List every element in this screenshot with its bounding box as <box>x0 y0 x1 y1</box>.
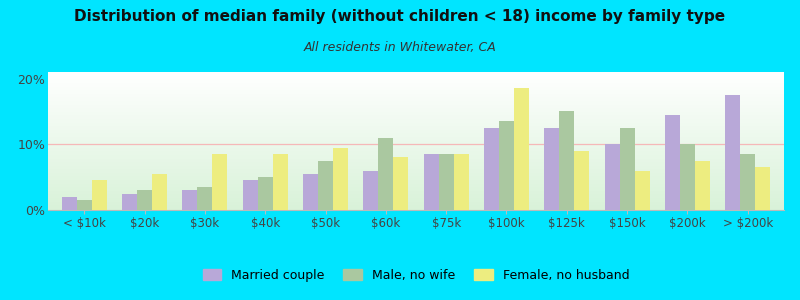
Bar <box>92 180 107 210</box>
Bar <box>620 128 634 210</box>
Bar <box>77 200 92 210</box>
Bar <box>242 180 258 210</box>
Bar <box>378 138 394 210</box>
Bar <box>333 148 348 210</box>
Bar <box>665 115 680 210</box>
Bar <box>62 197 77 210</box>
Bar <box>438 154 454 210</box>
Bar <box>258 177 273 210</box>
Bar <box>122 194 137 210</box>
Bar <box>574 151 590 210</box>
Bar <box>152 174 167 210</box>
Bar <box>182 190 198 210</box>
Bar <box>198 187 212 210</box>
Bar <box>740 154 755 210</box>
Bar <box>394 158 409 210</box>
Bar <box>559 111 574 210</box>
Bar <box>499 121 514 210</box>
Bar <box>318 161 333 210</box>
Bar <box>725 95 740 210</box>
Bar <box>634 171 650 210</box>
Bar <box>755 167 770 210</box>
Text: All residents in Whitewater, CA: All residents in Whitewater, CA <box>304 40 496 53</box>
Bar <box>605 144 620 210</box>
Bar <box>303 174 318 210</box>
Bar <box>544 128 559 210</box>
Text: Distribution of median family (without children < 18) income by family type: Distribution of median family (without c… <box>74 9 726 24</box>
Legend: Married couple, Male, no wife, Female, no husband: Married couple, Male, no wife, Female, n… <box>198 263 634 286</box>
Bar <box>212 154 227 210</box>
Bar <box>454 154 469 210</box>
Bar <box>137 190 152 210</box>
Bar <box>484 128 499 210</box>
Bar <box>514 88 529 210</box>
Bar <box>695 161 710 210</box>
Bar <box>273 154 288 210</box>
Bar <box>423 154 438 210</box>
Bar <box>680 144 695 210</box>
Bar <box>363 171 378 210</box>
